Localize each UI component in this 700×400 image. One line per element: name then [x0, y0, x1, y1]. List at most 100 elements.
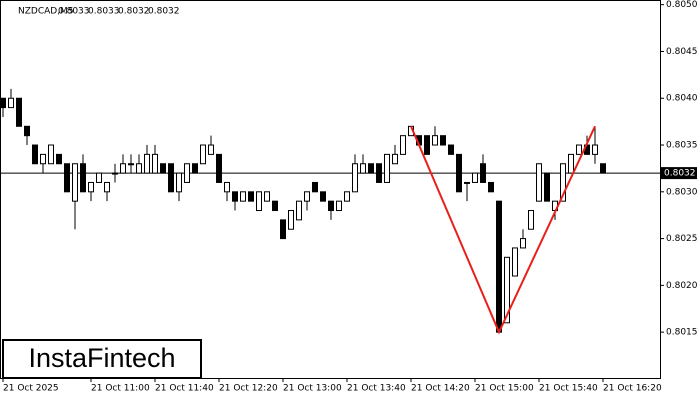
candle-body — [48, 144, 54, 165]
x-tick-label: 21 Oct 15:00 — [475, 384, 534, 394]
candle-body — [336, 200, 342, 212]
candle-body — [136, 163, 142, 174]
candle-body — [80, 163, 86, 193]
candle-body — [280, 219, 286, 240]
candle-body — [104, 181, 110, 193]
candle-body — [16, 97, 22, 127]
candle-body — [600, 163, 606, 174]
candle-body — [448, 144, 454, 155]
candle-body — [472, 172, 478, 183]
candle-body — [248, 191, 254, 202]
candle-body — [192, 163, 198, 174]
candle-body — [536, 163, 542, 202]
header-value: 0.8033 — [58, 7, 90, 17]
y-tick-label: 0.8040 — [666, 94, 698, 104]
candle-body — [520, 238, 526, 249]
candle-body — [288, 210, 294, 230]
candle-body — [320, 191, 326, 202]
candle-body — [360, 163, 366, 174]
candle-body — [88, 181, 94, 193]
candle-body — [176, 172, 182, 193]
candle-body — [480, 163, 486, 183]
pattern-line — [410, 125, 596, 335]
chart-title: NZDCAD,M5 — [18, 7, 74, 17]
y-tick-label: 0.8035 — [666, 141, 698, 151]
candle-body — [208, 144, 214, 155]
x-tick-label: 21 Oct 16:20 — [603, 384, 662, 394]
candle-body — [112, 172, 118, 175]
candle-body — [528, 210, 534, 230]
candle-body — [64, 163, 70, 193]
current-price-label: 0.8032 — [664, 169, 696, 179]
candle-body — [120, 163, 126, 174]
candle-body — [576, 144, 582, 155]
candle-body — [56, 153, 62, 165]
candle-body — [560, 163, 566, 202]
x-tick-label: 21 Oct 13:40 — [347, 384, 406, 394]
y-tick-label: 0.8030 — [666, 187, 698, 197]
candle-body — [504, 256, 510, 324]
candle-body — [568, 153, 574, 174]
y-tick-label: 0.8020 — [666, 281, 698, 291]
candle-body — [544, 172, 550, 202]
candle-body — [184, 163, 190, 183]
candle-body — [96, 172, 102, 183]
x-tick-label: 21 Oct 14:20 — [411, 384, 470, 394]
candle-body — [312, 181, 318, 193]
candle-body — [0, 97, 6, 109]
candle-body — [256, 191, 262, 212]
candle-body — [464, 181, 470, 184]
candle-body — [400, 135, 406, 155]
candle-body — [456, 153, 462, 193]
candle-body — [8, 97, 14, 109]
header-value: 0.8032 — [118, 7, 150, 17]
candle-body — [144, 153, 150, 174]
x-tick-label: 21 Oct 11:40 — [155, 384, 214, 394]
candle-body — [240, 191, 246, 202]
x-tick-label: 21 Oct 2025 — [3, 384, 59, 394]
candle-body — [128, 163, 134, 166]
candle-body — [200, 144, 206, 165]
candle-body — [216, 153, 222, 183]
candle-body — [304, 191, 310, 202]
candle-body — [40, 153, 46, 165]
header-value: 0.8033 — [88, 7, 120, 17]
candle-body — [272, 200, 278, 212]
logo-box — [2, 339, 202, 379]
candle-body — [392, 153, 398, 165]
candle-body — [168, 163, 174, 193]
candle-body — [344, 191, 350, 202]
candle-body — [24, 125, 30, 137]
plot-frame — [0, 0, 661, 379]
y-tick-label: 0.8050 — [666, 0, 698, 10]
y-tick-label: 0.8015 — [666, 328, 698, 338]
candle-body — [496, 200, 502, 333]
candle-body — [368, 163, 374, 174]
candle-body — [384, 153, 390, 183]
logo: InstaFintech — [28, 343, 175, 373]
candle-body — [264, 191, 270, 202]
candle-body — [352, 163, 358, 193]
candle-body — [32, 144, 38, 165]
candle-body — [72, 163, 78, 202]
candle-body — [512, 247, 518, 277]
x-tick-label: 21 Oct 12:20 — [219, 384, 278, 394]
y-tick-label: 0.8045 — [666, 47, 698, 57]
candle-body — [440, 135, 446, 146]
x-tick-label: 21 Oct 13:00 — [283, 384, 342, 394]
candle-body — [224, 181, 230, 193]
candle-body — [152, 153, 158, 174]
candle-body — [160, 163, 166, 174]
current-price-box — [661, 167, 697, 180]
header-value: 0.8032 — [148, 7, 180, 17]
candle-body — [376, 163, 382, 183]
candle-body — [232, 191, 238, 202]
candle-body — [296, 200, 302, 221]
candle-body — [432, 135, 438, 146]
candle-body — [488, 181, 494, 193]
y-tick-label: 0.8025 — [666, 234, 698, 244]
candle-body — [424, 135, 430, 155]
candle-body — [328, 200, 334, 212]
